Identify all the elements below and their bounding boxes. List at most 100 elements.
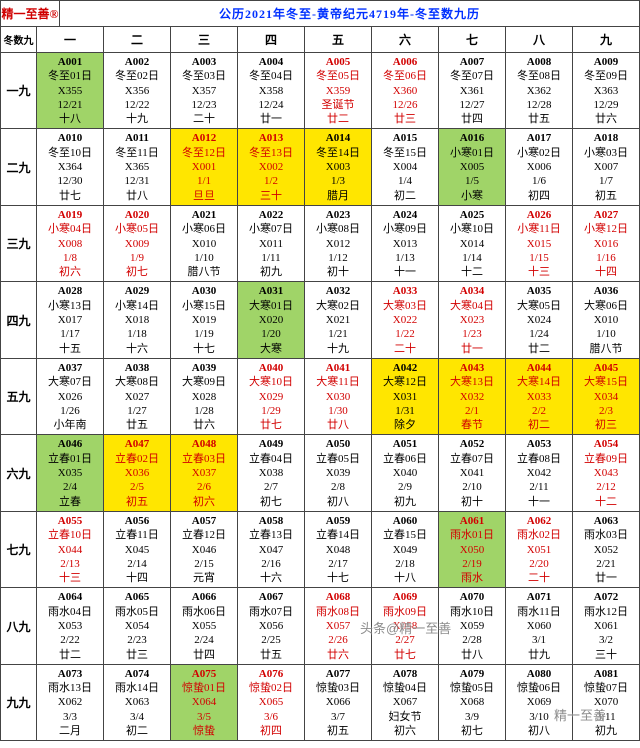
- cell-line: 初六: [372, 724, 438, 738]
- day-cell: A056立春11日X0452/14十四: [104, 511, 171, 587]
- day-cell: A074雨水14日X0633/4初二: [104, 664, 171, 740]
- cell-line: 十三: [506, 265, 572, 279]
- day-cell: A015冬至15日X0041/4初二: [372, 129, 439, 205]
- day-cell: A048立春03日X0372/6初六: [171, 435, 238, 511]
- cell-line: X010: [573, 313, 639, 327]
- cell-line: A029: [104, 284, 170, 298]
- day-cell: A033大寒03日X0221/22二十: [372, 282, 439, 358]
- cell-line: 小寒03日: [573, 146, 639, 160]
- cell-line: A008: [506, 55, 572, 69]
- col-header: 一: [37, 27, 104, 53]
- cell-line: A030: [171, 284, 237, 298]
- day-cell: A059立春14日X0482/17十七: [305, 511, 372, 587]
- cell-line: 3/3: [37, 710, 103, 724]
- table-row: 二九A010冬至10日X36412/30廿七A011冬至11日X36512/31…: [1, 129, 640, 205]
- cell-line: 3/2: [573, 633, 639, 647]
- calendar-container: 精一至善® 公历2021年冬至-黄帝纪元4719年-冬至数九历 冬数九 一 二 …: [0, 0, 640, 741]
- cell-line: 12/26: [372, 98, 438, 112]
- cell-line: X055: [171, 619, 237, 633]
- cell-line: 大寒: [238, 342, 304, 356]
- cell-line: A068: [305, 590, 371, 604]
- cell-line: 廿八: [104, 189, 170, 203]
- cell-line: X062: [37, 695, 103, 709]
- cell-line: X058: [372, 619, 438, 633]
- cell-line: 初六: [37, 265, 103, 279]
- cell-line: 立春10日: [37, 528, 103, 542]
- cell-line: 大寒02日: [305, 299, 371, 313]
- day-cell: A046立春01日X0352/4立春: [37, 435, 104, 511]
- col-header: 七: [439, 27, 506, 53]
- day-cell: A007冬至07日X36112/27廿四: [439, 53, 506, 129]
- cell-line: 雨水12日: [573, 605, 639, 619]
- day-cell: A002冬至02日X35612/22十九: [104, 53, 171, 129]
- cell-line: 雨水11日: [506, 605, 572, 619]
- cell-line: 二十: [171, 112, 237, 126]
- cell-line: 立春08日: [506, 452, 572, 466]
- table-head: 冬数九 一 二 三 四 五 六 七 八 九: [1, 27, 640, 53]
- cell-line: X061: [573, 619, 639, 633]
- cell-line: 1/14: [439, 251, 505, 265]
- cell-line: A042: [372, 361, 438, 375]
- cell-line: A025: [439, 208, 505, 222]
- cell-line: 廿四: [171, 648, 237, 662]
- day-cell: A077惊蛰03日X0663/7初五: [305, 664, 372, 740]
- cell-line: X064: [171, 695, 237, 709]
- cell-line: 雨水09日: [372, 605, 438, 619]
- cell-line: 2/9: [372, 480, 438, 494]
- cell-line: A051: [372, 437, 438, 451]
- cell-line: 小寒13日: [37, 299, 103, 313]
- cell-line: 小寒11日: [506, 222, 572, 236]
- cell-line: 初十: [439, 495, 505, 509]
- row-header: 八九: [1, 588, 37, 664]
- day-cell: A010冬至10日X36412/30廿七: [37, 129, 104, 205]
- cell-line: 1/1: [171, 174, 237, 188]
- cell-line: 1/20: [238, 327, 304, 341]
- row-header: 七九: [1, 511, 37, 587]
- cell-line: X018: [104, 313, 170, 327]
- cell-line: X047: [238, 543, 304, 557]
- cell-line: 2/19: [439, 557, 505, 571]
- cell-line: 初七: [238, 495, 304, 509]
- cell-line: A076: [238, 667, 304, 681]
- cell-line: 廿三: [104, 648, 170, 662]
- cell-line: X023: [439, 313, 505, 327]
- cell-line: 圣诞节: [305, 98, 371, 112]
- day-cell: A078惊蛰04日X067妇女节初六: [372, 664, 439, 740]
- cell-line: A019: [37, 208, 103, 222]
- col-header: 八: [506, 27, 573, 53]
- cell-line: X019: [171, 313, 237, 327]
- cell-line: 雨水: [439, 571, 505, 585]
- day-cell: A075惊蛰01日X0643/5惊蛰: [171, 664, 238, 740]
- cell-line: X043: [573, 466, 639, 480]
- cell-line: 1/27: [104, 404, 170, 418]
- cell-line: 1/8: [37, 251, 103, 265]
- cell-line: X011: [238, 237, 304, 251]
- cell-line: 1/31: [372, 404, 438, 418]
- day-cell: A045大寒15日X0342/3初三: [573, 358, 640, 434]
- cell-line: 十四: [573, 265, 639, 279]
- cell-line: A047: [104, 437, 170, 451]
- cell-line: A048: [171, 437, 237, 451]
- cell-line: 腊八节: [171, 265, 237, 279]
- day-cell: A038大寒08日X0271/27廿五: [104, 358, 171, 434]
- cell-line: 大寒03日: [372, 299, 438, 313]
- day-cell: A067雨水07日X0562/25廿五: [238, 588, 305, 664]
- cell-line: X033: [506, 390, 572, 404]
- cell-line: X070: [573, 695, 639, 709]
- cell-line: 冬至09日: [573, 69, 639, 83]
- cell-line: X050: [439, 543, 505, 557]
- cell-line: 立春04日: [238, 452, 304, 466]
- cell-line: 雨水08日: [305, 605, 371, 619]
- cell-line: 2/6: [171, 480, 237, 494]
- cell-line: X360: [372, 84, 438, 98]
- cell-line: 冬至12日: [171, 146, 237, 160]
- cell-line: A041: [305, 361, 371, 375]
- cell-line: X044: [37, 543, 103, 557]
- day-cell: A062雨水02日X0512/20二十: [506, 511, 573, 587]
- cell-line: 1/4: [372, 174, 438, 188]
- cell-line: A016: [439, 131, 505, 145]
- row-header: 五九: [1, 358, 37, 434]
- cell-line: X053: [37, 619, 103, 633]
- row-header: 四九: [1, 282, 37, 358]
- cell-line: 十六: [238, 571, 304, 585]
